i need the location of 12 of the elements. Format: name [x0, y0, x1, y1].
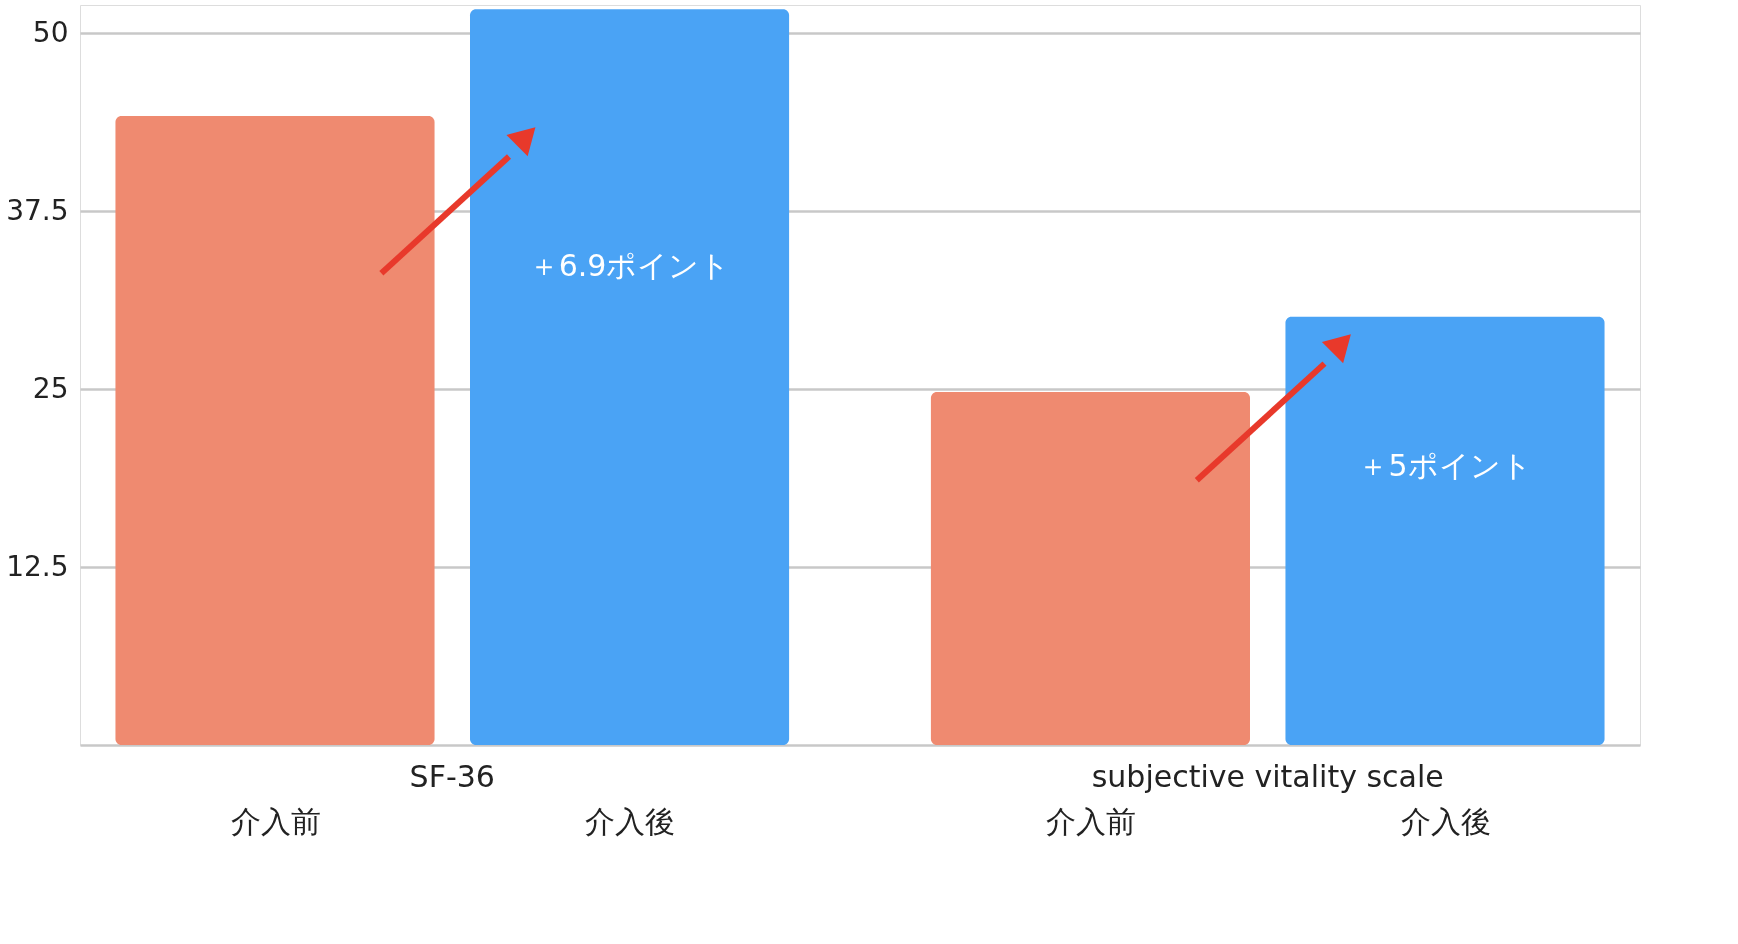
annotation: ＋5ポイント: [1358, 447, 1532, 483]
annotation: ＋6.9ポイント: [528, 247, 731, 283]
x-tick-label: 介入後: [1400, 803, 1491, 839]
y-tick-label: 37.5: [6, 193, 69, 227]
x-tick-label: 介入前: [1045, 803, 1136, 839]
text: subjective vitality scale: [1091, 759, 1444, 794]
y-tick-label: 50: [32, 15, 69, 49]
y-tick-label: 12.5: [6, 549, 69, 583]
text: SF-36: [409, 759, 495, 794]
x-tick-label: 介入前: [230, 803, 321, 839]
y-tick-label: 25: [32, 371, 69, 405]
x-tick-label: 介入後: [585, 803, 676, 839]
